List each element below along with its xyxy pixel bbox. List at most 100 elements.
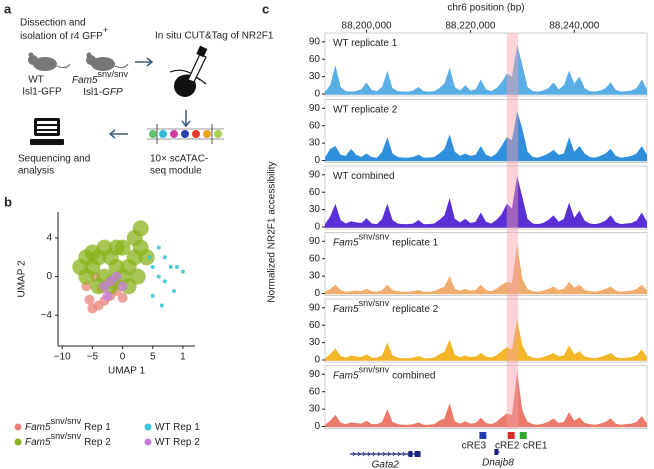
exon — [408, 451, 413, 457]
genotype-line: Isl1-GFP — [83, 87, 123, 98]
y-tick-label: 90 — [309, 36, 321, 47]
track-label: Fam5 — [333, 304, 359, 315]
track-frame — [324, 99, 648, 163]
legend-swatch — [144, 438, 152, 446]
point — [117, 292, 128, 303]
y-tick-label: 0 — [314, 89, 320, 100]
y-tick-label: 90 — [309, 103, 321, 114]
arrow — [108, 129, 128, 139]
track-label: replicate 2 — [392, 304, 439, 315]
track-frame — [324, 232, 648, 296]
y-axis-label: UMAP 2 — [17, 260, 28, 297]
signal-area — [325, 111, 647, 161]
y-tick-label: 30 — [309, 138, 321, 149]
legend-label: WT Rep 2 — [155, 437, 200, 448]
superscript: snv/snv — [98, 69, 129, 79]
superscript: + — [103, 25, 108, 35]
cre-marker — [519, 432, 527, 439]
legend-label: Rep 1 — [84, 422, 111, 433]
y-tick-label: 30 — [309, 337, 321, 348]
strand-arrow — [367, 451, 371, 457]
point — [147, 255, 152, 260]
point — [162, 255, 167, 260]
strand-arrow — [387, 451, 391, 457]
cell-icon — [169, 45, 208, 97]
strand-arrow — [402, 451, 406, 457]
legend-swatch — [14, 438, 22, 446]
track-label: WT combined — [333, 171, 395, 182]
strand-arrow — [352, 451, 356, 457]
mouse-icon — [28, 52, 71, 71]
gene-name: Fam5 — [72, 75, 98, 86]
track-label: Fam5 — [333, 237, 359, 248]
panel-letter: c — [262, 1, 269, 16]
cre-label: cRE3 — [462, 441, 487, 452]
y-tick-label: 4 — [46, 233, 52, 244]
point — [114, 239, 131, 256]
x-tick-label: 88,200,000 — [342, 21, 392, 32]
y-tick-label: 0 — [314, 288, 320, 299]
point — [180, 269, 185, 274]
signal-area — [325, 44, 647, 94]
point — [132, 220, 149, 237]
track-label: snv/snv — [359, 232, 390, 242]
track-frame — [324, 32, 648, 97]
cre-marker — [479, 432, 487, 439]
y-tick-label: 60 — [309, 386, 321, 397]
y-tick-label: 30 — [309, 71, 321, 82]
arrow — [181, 110, 191, 128]
y-tick-label: 60 — [309, 187, 321, 198]
legend-label: Fam5snv/snvRep 2 — [25, 431, 111, 447]
cre-label: cRE2 — [495, 441, 520, 452]
genotype-label: WT — [28, 75, 44, 86]
gene-label: Dnajb8 — [482, 458, 514, 469]
strand-arrow — [392, 451, 396, 457]
track-frame — [324, 165, 648, 230]
genotype-label: Fam5snv/snv — [72, 69, 129, 85]
exon — [414, 451, 421, 457]
point — [156, 274, 161, 279]
y-tick-label: 90 — [309, 369, 321, 380]
track-frame — [324, 365, 648, 429]
point — [72, 258, 89, 275]
y-tick-label: 60 — [309, 253, 321, 264]
x-tick-label: 0 — [120, 352, 126, 363]
point — [171, 289, 176, 294]
track-label: Fam5snv/snvreplicate 2 — [333, 298, 439, 314]
point — [117, 281, 128, 292]
x-tick-label: −5 — [87, 352, 99, 363]
track-label: replicate 1 — [392, 237, 439, 248]
track-label: snv/snv — [359, 365, 390, 375]
step-text: isolation of r4 GFP — [20, 31, 103, 42]
legend-label: snv/snv — [51, 431, 82, 441]
track-label: Fam5snv/snvcombined — [333, 365, 435, 381]
step-text: In situ CUT&Tag of NR2F1 — [155, 31, 274, 42]
point — [84, 294, 95, 305]
x-tick-label: 1 — [180, 352, 186, 363]
panel-a: a Dissection and isolation of r4 GFP+ WT… — [4, 1, 274, 176]
legend-label: WT Rep 1 — [155, 422, 200, 433]
point — [150, 293, 155, 298]
legend-swatch — [14, 423, 22, 431]
y-tick-label: 0 — [314, 222, 320, 233]
point — [102, 290, 113, 301]
cre-marker — [507, 432, 515, 439]
y-tick-label: 60 — [309, 320, 321, 331]
exon — [494, 449, 499, 455]
track-label: WT replicate 1 — [333, 38, 398, 49]
track-label: Fam5snv/snvreplicate 1 — [333, 232, 439, 248]
bead-icon — [147, 124, 224, 144]
step-text: seq module — [150, 166, 202, 177]
computer-icon — [30, 118, 64, 145]
legend-swatch — [144, 423, 152, 431]
step-text: isolation of r4 GFP+ — [20, 25, 108, 41]
y-tick-label: 0 — [46, 271, 52, 282]
track-label: WT replicate 2 — [333, 104, 398, 115]
point — [168, 264, 173, 269]
y-tick-label: 60 — [309, 54, 321, 65]
step-text: 10× scATAC- — [150, 154, 208, 165]
track-label: WT replicate 2 — [333, 104, 398, 115]
point — [129, 268, 146, 285]
point — [138, 249, 155, 266]
y-tick-label: 0 — [314, 421, 320, 432]
